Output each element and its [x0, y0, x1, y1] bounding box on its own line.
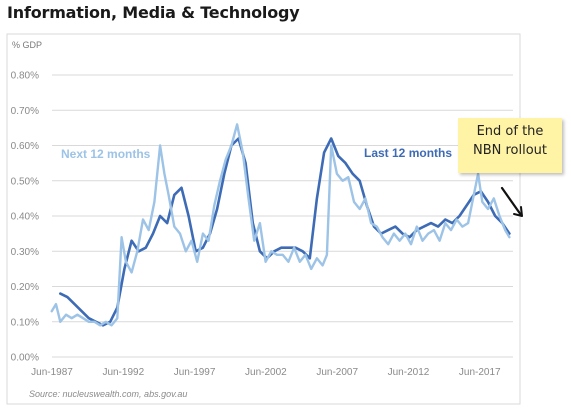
page-title: Information, Media & Technology: [7, 3, 300, 22]
y-axis-tick-labels: 0.00% 0.10% 0.20% 0.30% 0.40% 0.50% 0.60% 0.70%…: [11, 71, 39, 364]
y-tick-label: 0.50%: [11, 176, 39, 187]
source-note: Source: nucleuswealth.com, abs.gov.au: [29, 389, 187, 399]
annotation-arrow: [500, 186, 523, 217]
y-tick-label: 0.70%: [11, 106, 39, 117]
x-tick-label: Jun-2012: [388, 367, 430, 378]
x-tick-label: Jun-2007: [316, 367, 358, 378]
series-lines: [50, 123, 511, 327]
y-tick-label: 0.20%: [11, 282, 39, 293]
x-tick-label: Jun-2002: [245, 367, 287, 378]
y-tick-label: 0.40%: [11, 212, 39, 223]
y-axis-unit-label: % GDP: [12, 40, 42, 50]
annotation-sticky-note: End of the NBN rollout: [458, 118, 562, 173]
y-tick-label: 0.10%: [11, 317, 39, 328]
y-tick-label: 0.30%: [11, 247, 39, 258]
series-line-last-12-months: [58, 137, 511, 327]
x-tick-label: Jun-2017: [459, 367, 501, 378]
y-tick-label: 0.60%: [11, 141, 39, 152]
x-tick-label: Jun-1997: [174, 367, 216, 378]
series-label-next-12-months: Next 12 months: [61, 147, 151, 161]
gridlines: [52, 74, 513, 358]
series-line-next-12-months: [50, 123, 511, 327]
annotation-text-line-1: End of the: [476, 124, 544, 139]
x-tick-label: Jun-1992: [102, 367, 144, 378]
x-tick-label: Jun-1987: [31, 367, 73, 378]
chart-frame: [6, 33, 521, 405]
series-label-last-12-months: Last 12 months: [364, 146, 452, 160]
y-tick-label: 0.00%: [11, 353, 39, 364]
y-tick-label: 0.80%: [11, 71, 39, 82]
x-axis-tick-labels: Jun-1987 Jun-1992 Jun-1997 Jun-2002 Jun-2007…: [31, 367, 501, 378]
annotation-text-line-2: NBN rollout: [472, 143, 548, 158]
